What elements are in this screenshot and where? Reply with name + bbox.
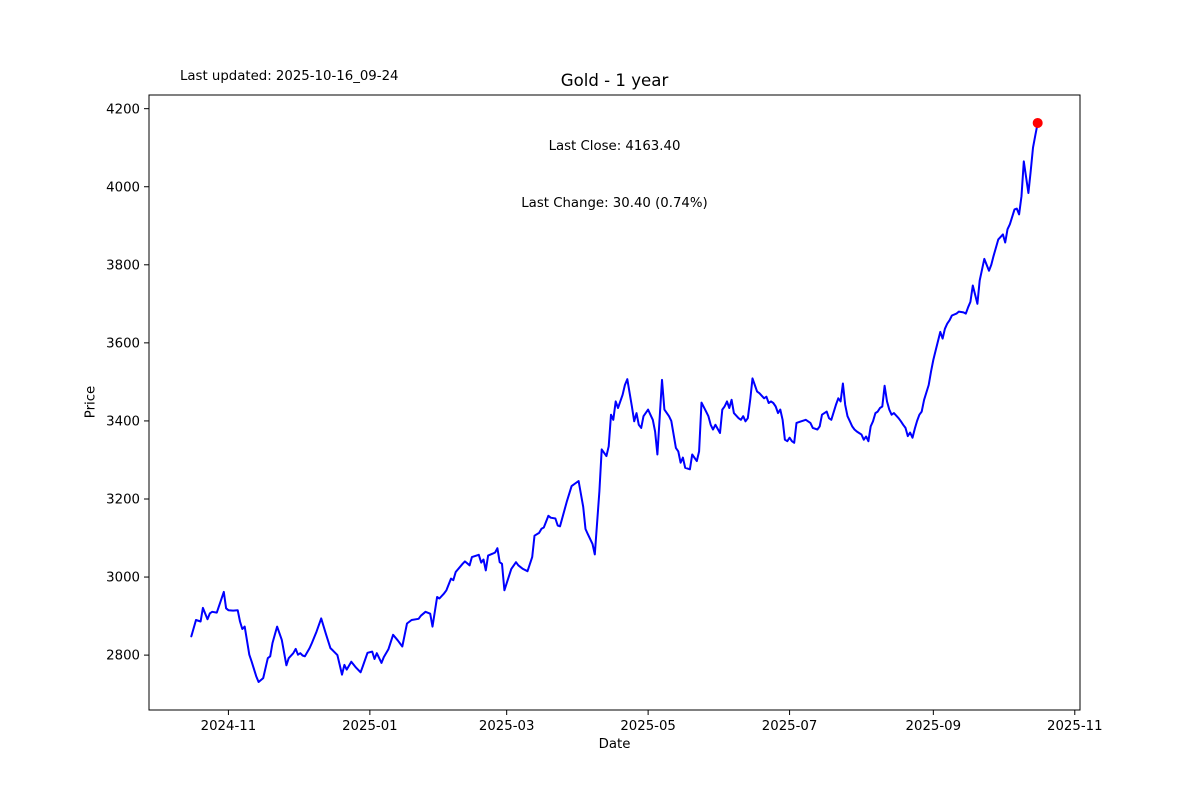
chart-title: Gold - 1 year [560,71,669,90]
x-tick-label: 2025-01 [342,719,398,734]
x-tick-label: 2025-11 [1047,719,1103,734]
last-close-annotation: Last Close: 4163.40 Last Change: 30.40 (… [149,99,1080,251]
x-tick-label: 2024-11 [201,719,257,734]
y-tick-label: 3000 [106,571,140,586]
x-axis-label: Date [598,737,631,752]
y-tick-label: 3400 [106,415,140,430]
last-change-line: Last Change: 30.40 (0.74%) [521,196,708,211]
last-updated-text: Last updated: 2025-10-16_09-24 [180,69,399,84]
x-tick-label: 2025-03 [479,719,535,734]
y-tick-label: 3200 [106,493,140,508]
y-tick-label: 4200 [106,102,140,117]
y-axis-label: Price [83,385,99,419]
x-tick-label: 2025-07 [762,719,818,734]
y-tick-label: 3800 [106,258,140,273]
y-tick-label: 2800 [106,649,140,664]
last-close-line: Last Close: 4163.40 [548,139,681,154]
axes-frame [148,94,1081,711]
y-tick-label: 3600 [106,336,140,351]
price-line [190,122,1039,683]
x-tick-label: 2025-09 [906,719,962,734]
last-close-marker [1032,117,1043,128]
y-tick-label: 4000 [106,180,140,195]
x-tick-label: 2025-05 [620,719,676,734]
